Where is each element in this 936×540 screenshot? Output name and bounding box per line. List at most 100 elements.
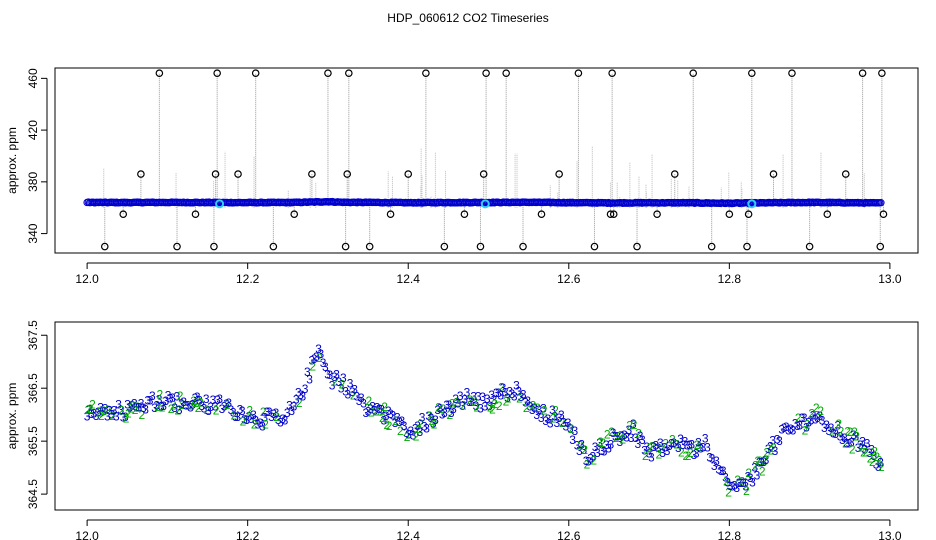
- outlier-point: [290, 210, 299, 218]
- series3-point: 3: [769, 433, 776, 447]
- series3-point: 3: [313, 350, 320, 364]
- series3-point: 3: [745, 469, 752, 483]
- series3-point: 3: [410, 428, 417, 442]
- series2-point: 2: [516, 391, 523, 405]
- outlier-point: [440, 242, 449, 251]
- series3-point: 3: [198, 399, 205, 413]
- series3-point: 3: [756, 455, 763, 469]
- series3-point: 3: [655, 441, 662, 455]
- series3-point: 3: [713, 454, 720, 468]
- series2-point: 2: [658, 442, 665, 456]
- outlier-point: [689, 69, 698, 77]
- series2-point: 2: [584, 457, 591, 471]
- series3-point: 3: [455, 397, 462, 411]
- series2-point: 2: [754, 454, 761, 468]
- series3-point: 3: [677, 432, 684, 446]
- series2-point: 2: [381, 400, 388, 414]
- series3-point: 3: [706, 450, 713, 464]
- series3-point: 3: [749, 476, 756, 490]
- outlier-point: [555, 170, 563, 178]
- series2-point: 2: [577, 438, 584, 452]
- series3-point: 3: [547, 416, 554, 430]
- series3-point: 3: [536, 403, 543, 417]
- series3-point: 3: [841, 431, 848, 445]
- series2-point: 2: [829, 425, 836, 439]
- series2-point: 2: [471, 395, 478, 409]
- series3-point: 3: [801, 411, 808, 425]
- series2-point: 2: [170, 398, 177, 412]
- series3-point: 3: [250, 408, 257, 422]
- series2-point: 2: [118, 404, 125, 418]
- series3-point: 3: [583, 454, 590, 468]
- series2-point: 2: [876, 453, 883, 467]
- series2-point: 2: [273, 410, 280, 424]
- series3-point: 3: [682, 435, 689, 449]
- series3-point: 3: [461, 393, 468, 407]
- series3-point: 3: [457, 389, 464, 403]
- series3-point: 3: [785, 423, 792, 437]
- series3-point: 3: [117, 403, 124, 417]
- series2-point: 2: [725, 485, 732, 499]
- series3-point: 3: [709, 451, 716, 465]
- series3-point: 3: [468, 395, 475, 409]
- series3-point: 3: [149, 389, 156, 403]
- series3-point: 3: [781, 421, 788, 435]
- series3-point: 3: [491, 393, 498, 407]
- series3-point: 3: [349, 385, 356, 399]
- series3-point: 3: [578, 438, 585, 452]
- series3-point: 3: [596, 436, 603, 450]
- outlier-point: [460, 210, 469, 218]
- outlier-point: [609, 210, 618, 218]
- series3-point: 3: [331, 370, 338, 384]
- series2-point: 2: [867, 452, 874, 466]
- x-tick-label: 12.6: [557, 529, 581, 540]
- series3-point: 3: [599, 444, 606, 458]
- series3-point: 3: [691, 448, 698, 462]
- outlier-point: [404, 170, 413, 178]
- series2-point: 2: [838, 424, 845, 438]
- outlier-point: [119, 210, 128, 218]
- series3-point: 3: [693, 446, 700, 460]
- series3-point: 3: [747, 471, 754, 485]
- series3-point: 3: [259, 420, 266, 434]
- series2-point: 2: [844, 424, 851, 438]
- series2-point: 2: [473, 401, 480, 415]
- series2-point: 2: [847, 425, 854, 439]
- series3-point: 3: [877, 456, 884, 470]
- series3-point: 3: [423, 422, 430, 436]
- series2-point: 2: [860, 445, 867, 459]
- series3-point: 3: [563, 420, 570, 434]
- series3-point: 3: [504, 391, 511, 405]
- series3-point: 3: [634, 437, 641, 451]
- series2-point: 2: [177, 389, 184, 403]
- series3-point: 3: [284, 406, 291, 420]
- series2-point: 2: [100, 404, 107, 418]
- series3-point: 3: [282, 414, 289, 428]
- outlier-point: [805, 242, 814, 251]
- outlier-point: [422, 69, 430, 77]
- series2-point: 2: [154, 400, 161, 414]
- series3-point: 3: [518, 390, 525, 404]
- series3-point: 3: [97, 401, 104, 415]
- series3-point: 3: [437, 401, 444, 415]
- series3-point: 3: [603, 438, 610, 452]
- series3-point: 3: [333, 367, 340, 381]
- series3-point: 3: [327, 368, 334, 382]
- series3-point: 3: [540, 401, 547, 415]
- series2-point: 2: [195, 401, 202, 415]
- series3-point: 3: [246, 409, 253, 423]
- series2-point: 2: [498, 381, 505, 395]
- series3-point: 3: [169, 391, 176, 405]
- series3-point: 3: [558, 408, 565, 422]
- series2-point: 2: [581, 443, 588, 457]
- series3-point: 3: [419, 411, 426, 425]
- series3-point: 3: [340, 371, 347, 385]
- series3-point: 3: [239, 404, 246, 418]
- series2-point: 2: [130, 399, 137, 413]
- series3-point: 3: [450, 402, 457, 416]
- series3-point: 3: [630, 417, 637, 431]
- series2-point: 2: [808, 407, 815, 421]
- series2-point: 2: [842, 436, 849, 450]
- series3-point: 3: [230, 406, 237, 420]
- series3-point: 3: [864, 436, 871, 450]
